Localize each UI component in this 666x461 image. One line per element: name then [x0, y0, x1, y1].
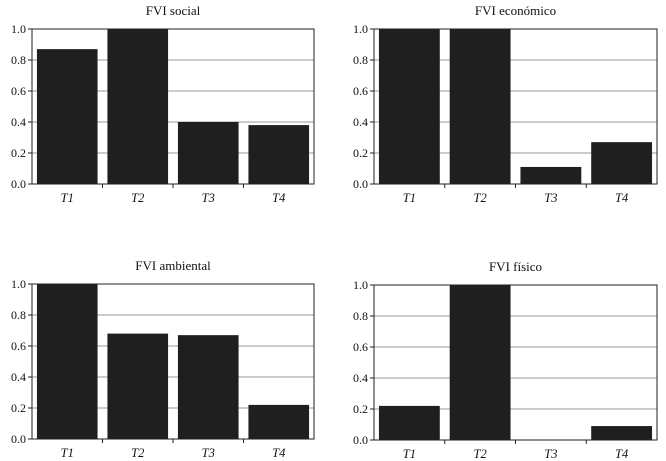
- plot-frame: [373, 28, 658, 185]
- bar-t3: [520, 166, 582, 184]
- x-tick-label: T3: [544, 447, 557, 461]
- y-tick-label: 0.8: [11, 53, 26, 67]
- y-tick-label: 0.0: [11, 177, 26, 191]
- y-tick-label: 0.6: [11, 84, 26, 98]
- x-tick-label: T3: [202, 191, 215, 205]
- y-tick-label: 0.4: [11, 115, 26, 129]
- x-tick-label: T1: [403, 191, 416, 205]
- chart-title: FVI físico: [489, 259, 542, 274]
- bar-t1: [378, 29, 440, 184]
- chart-title: FVI ambiental: [135, 258, 211, 273]
- y-tick-label: 0.2: [11, 401, 26, 415]
- y-tick-label: 0.2: [11, 146, 26, 160]
- x-tick-label: T3: [544, 191, 557, 205]
- chart-panel-3: FVI ambiental 0.0 0.2 0.4 0.6 0.8 1.0 T1 T2 T3 T4: [11, 258, 315, 460]
- x-tick-label: T2: [474, 447, 487, 461]
- x-tick-label: T4: [615, 191, 628, 205]
- y-tick-label: 0.8: [353, 309, 368, 323]
- chart-panel-2: FVI económico 0.0 0.2 0.4 0.6 0.8 1.0 T1 T2 T3 T4: [353, 3, 658, 205]
- y-tick-label: 0.2: [353, 146, 368, 160]
- bar-t1: [378, 405, 440, 440]
- bar-t1: [36, 49, 98, 185]
- chart-title: FVI social: [146, 3, 201, 18]
- bar-t1: [36, 284, 98, 439]
- bar-t4: [248, 404, 310, 439]
- y-tick-label: 1.0: [353, 278, 368, 292]
- bar-t4: [591, 426, 653, 440]
- x-tick-label: T4: [615, 447, 628, 461]
- y-tick-label: 0.4: [11, 370, 26, 384]
- x-tick-label: T1: [403, 447, 416, 461]
- y-tick-label: 0.8: [353, 53, 368, 67]
- y-tick-label: 0.4: [353, 371, 368, 385]
- bar-t3: [177, 335, 239, 439]
- y-tick-label: 0.6: [353, 84, 368, 98]
- bar-t2: [107, 333, 169, 439]
- bar-t3: [177, 122, 239, 184]
- x-tick-label: T3: [202, 446, 215, 460]
- x-tick-label: T1: [61, 446, 74, 460]
- x-tick-label: T2: [131, 191, 144, 205]
- x-tick-label: T4: [272, 446, 285, 460]
- chart-panel-1: FVI social 0.0 0.2 0.4 0.6 0.8 1.0 T1 T2 T3 T4: [11, 3, 315, 205]
- chart-title: FVI económico: [475, 3, 556, 18]
- y-tick-label: 1.0: [11, 277, 26, 291]
- y-tick-label: 0.2: [353, 402, 368, 416]
- plot-frame: [31, 28, 315, 185]
- x-tick-label: T1: [61, 191, 74, 205]
- chart-panel-4: FVI físico 0.0 0.2 0.4 0.6 0.8 1.0 T1 T2 T3 T4: [353, 259, 658, 461]
- y-tick-label: 0.4: [353, 115, 368, 129]
- x-tick-label: T4: [272, 191, 285, 205]
- y-tick-label: 1.0: [11, 22, 26, 36]
- y-tick-label: 1.0: [353, 22, 368, 36]
- bar-t2: [449, 29, 511, 184]
- x-tick-label: T2: [474, 191, 487, 205]
- y-tick-label: 0.8: [11, 308, 26, 322]
- bar-t2: [449, 285, 511, 440]
- bar-t4: [591, 142, 653, 184]
- bar-t2: [107, 29, 169, 184]
- y-tick-label: 0.0: [353, 433, 368, 447]
- bar-t4: [248, 125, 310, 184]
- y-tick-label: 0.0: [353, 177, 368, 191]
- plot-frame: [373, 284, 658, 441]
- y-tick-label: 0.6: [353, 340, 368, 354]
- y-tick-label: 0.0: [11, 432, 26, 446]
- plot-frame: [31, 283, 315, 440]
- y-tick-label: 0.6: [11, 339, 26, 353]
- x-tick-label: T2: [131, 446, 144, 460]
